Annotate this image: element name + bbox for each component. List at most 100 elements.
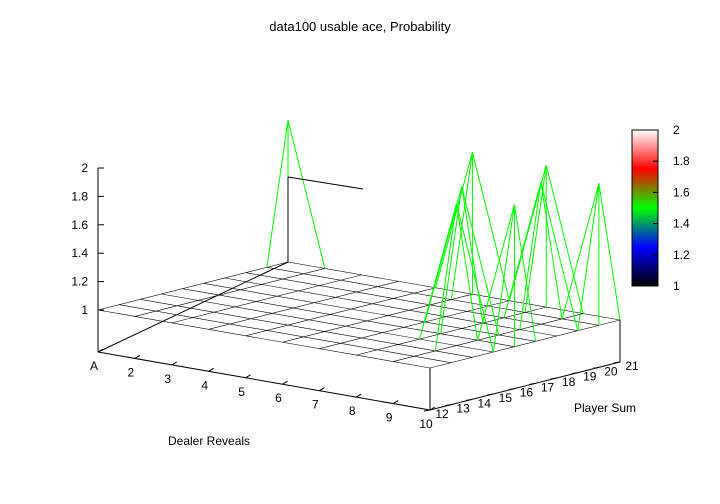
y-axis-label: Player Sum xyxy=(574,401,636,415)
grid-line xyxy=(319,300,510,349)
surface-line xyxy=(471,152,510,301)
colorbar-tick-label: 1.8 xyxy=(673,154,690,168)
surface-line xyxy=(461,186,500,336)
x-axis-label: Dealer Reveals xyxy=(168,434,250,448)
colorbar-tick-label: 1.4 xyxy=(673,217,690,231)
y-tick xyxy=(445,404,452,407)
y-tick xyxy=(529,382,536,385)
surface-line xyxy=(434,203,457,351)
x-tick xyxy=(208,367,214,372)
y-tick xyxy=(550,377,557,380)
colorbar: 1 1.2 1.4 1.6 1.8 2 xyxy=(631,123,690,293)
x-tick-label: A xyxy=(90,359,98,373)
surface-line xyxy=(455,203,494,353)
x-axis-line xyxy=(97,351,431,411)
grid-line xyxy=(171,274,362,324)
y-tick-label: 19 xyxy=(583,370,597,384)
y-tick xyxy=(571,372,578,375)
grid-line xyxy=(97,309,431,369)
x-tick xyxy=(97,348,104,353)
surface-line xyxy=(455,203,479,341)
grid-line xyxy=(245,287,436,337)
surface-line xyxy=(577,183,600,331)
y-tick-label: 12 xyxy=(435,407,449,421)
grid-line xyxy=(203,283,536,342)
y-tick xyxy=(487,393,494,396)
x-tick-label: 3 xyxy=(164,372,171,386)
x-tick xyxy=(355,393,362,398)
back-top-edge xyxy=(287,176,364,190)
x-tick-label: 4 xyxy=(201,378,208,392)
surface-line xyxy=(461,186,484,324)
surface-line xyxy=(524,165,547,313)
colorbar-tick-label: 2 xyxy=(673,123,680,137)
y-tick-label: 15 xyxy=(499,391,513,405)
y-tick xyxy=(613,361,621,364)
grid-line xyxy=(245,272,578,331)
grid-line xyxy=(429,319,621,369)
colorbar-tick-label: 1.6 xyxy=(673,185,690,199)
surface-line xyxy=(287,119,326,269)
surface-line xyxy=(540,182,563,319)
y-tick xyxy=(508,388,515,391)
x-tick-label: 7 xyxy=(312,398,319,412)
grid-line xyxy=(224,277,557,337)
y-tick xyxy=(592,366,599,369)
z-tick-label: 1 xyxy=(81,303,88,317)
grid-line xyxy=(266,267,599,326)
z-tick-label: 1.6 xyxy=(71,218,88,232)
colorbar-gradient xyxy=(631,129,659,287)
x-tick-label: 2 xyxy=(128,365,135,379)
surface-line xyxy=(477,204,515,341)
y-tick-label: 16 xyxy=(520,386,534,400)
y-tick-label: 21 xyxy=(625,359,639,373)
x-tick xyxy=(392,400,399,404)
x-tick xyxy=(429,406,436,411)
y-tick-label: 14 xyxy=(478,396,492,410)
surface-line xyxy=(419,203,457,340)
chart-title: data100 usable ace, Probability xyxy=(269,19,451,34)
surface-line xyxy=(561,183,600,320)
colorbar-tick-label: 1 xyxy=(673,279,680,293)
x-tick xyxy=(245,374,251,379)
grid-line xyxy=(356,306,547,356)
y-axis-line xyxy=(429,361,621,411)
y-tick-label: 17 xyxy=(541,380,555,394)
x-tick-label: 5 xyxy=(238,385,245,399)
y-tick-label: 18 xyxy=(562,375,576,389)
z-tick-label: 1.2 xyxy=(71,275,88,289)
y-tick xyxy=(423,409,431,412)
surface-line xyxy=(545,164,584,314)
grid-line xyxy=(282,293,473,343)
grid-line xyxy=(182,288,515,347)
x-tick-label: 6 xyxy=(275,391,282,405)
x-tick xyxy=(319,387,325,392)
surface-line xyxy=(598,183,621,321)
z-tick-label: 2 xyxy=(81,161,88,175)
grid-line xyxy=(161,293,494,353)
y-tick-label: 20 xyxy=(604,364,618,378)
x-tick xyxy=(134,355,141,359)
y-tick xyxy=(466,398,473,401)
surface-line xyxy=(540,182,579,331)
surface-line xyxy=(492,204,515,353)
grid-line xyxy=(134,268,325,317)
grid-line xyxy=(140,299,473,358)
surface-line xyxy=(440,186,463,334)
surface-line xyxy=(424,186,463,323)
z-tick-label: 1.4 xyxy=(71,246,88,260)
y-tick-label: 13 xyxy=(456,402,470,416)
data-surface xyxy=(266,119,621,353)
grid-line xyxy=(97,261,289,311)
surface-line xyxy=(519,182,542,330)
grid-line xyxy=(119,304,452,363)
x-tick-label: 8 xyxy=(349,404,356,418)
x-tick-label: 10 xyxy=(419,417,433,431)
x-tick-label: 9 xyxy=(386,411,393,425)
floor-grid xyxy=(97,261,621,369)
z-tick-label: 1.8 xyxy=(71,189,88,203)
back-diagonal xyxy=(97,261,289,353)
